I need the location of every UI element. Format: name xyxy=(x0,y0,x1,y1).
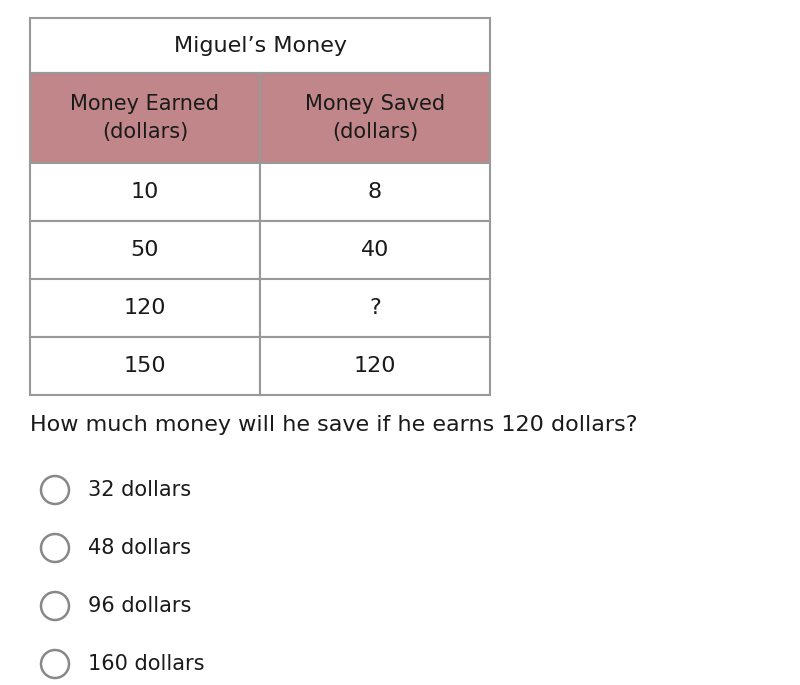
Text: Money Earned
(dollars): Money Earned (dollars) xyxy=(70,94,219,142)
Text: 10: 10 xyxy=(131,182,159,202)
Bar xyxy=(260,337,490,395)
Bar xyxy=(30,73,260,163)
Text: 48 dollars: 48 dollars xyxy=(88,538,191,558)
Bar xyxy=(260,279,490,337)
Text: 160 dollars: 160 dollars xyxy=(88,654,205,674)
Text: 150: 150 xyxy=(124,356,166,376)
Text: 120: 120 xyxy=(124,298,166,318)
Text: ?: ? xyxy=(369,298,381,318)
Text: 96 dollars: 96 dollars xyxy=(88,596,191,616)
Text: Money Saved
(dollars): Money Saved (dollars) xyxy=(305,94,445,142)
Text: Miguel’s Money: Miguel’s Money xyxy=(174,36,346,55)
Bar xyxy=(30,18,490,73)
Text: 32 dollars: 32 dollars xyxy=(88,480,191,500)
Bar xyxy=(260,163,490,221)
Text: 50: 50 xyxy=(130,240,159,260)
Bar xyxy=(30,337,260,395)
Bar xyxy=(30,221,260,279)
Text: 40: 40 xyxy=(361,240,389,260)
Bar xyxy=(260,73,490,163)
Bar xyxy=(30,163,260,221)
Bar xyxy=(30,279,260,337)
Text: 8: 8 xyxy=(368,182,382,202)
Text: How much money will he save if he earns 120 dollars?: How much money will he save if he earns … xyxy=(30,415,638,435)
Text: 120: 120 xyxy=(354,356,396,376)
Bar xyxy=(260,221,490,279)
